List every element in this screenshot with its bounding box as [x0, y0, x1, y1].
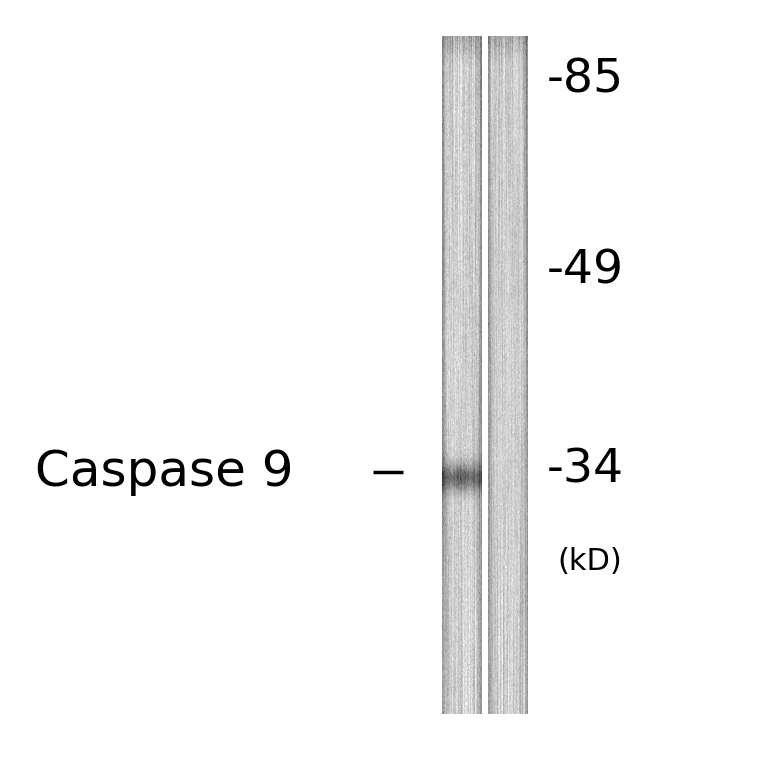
Text: Caspase 9: Caspase 9 — [35, 448, 293, 496]
Text: -85: -85 — [546, 58, 623, 102]
Text: -34: -34 — [546, 448, 623, 492]
Text: -49: -49 — [546, 249, 623, 293]
Text: (kD): (kD) — [558, 547, 623, 576]
